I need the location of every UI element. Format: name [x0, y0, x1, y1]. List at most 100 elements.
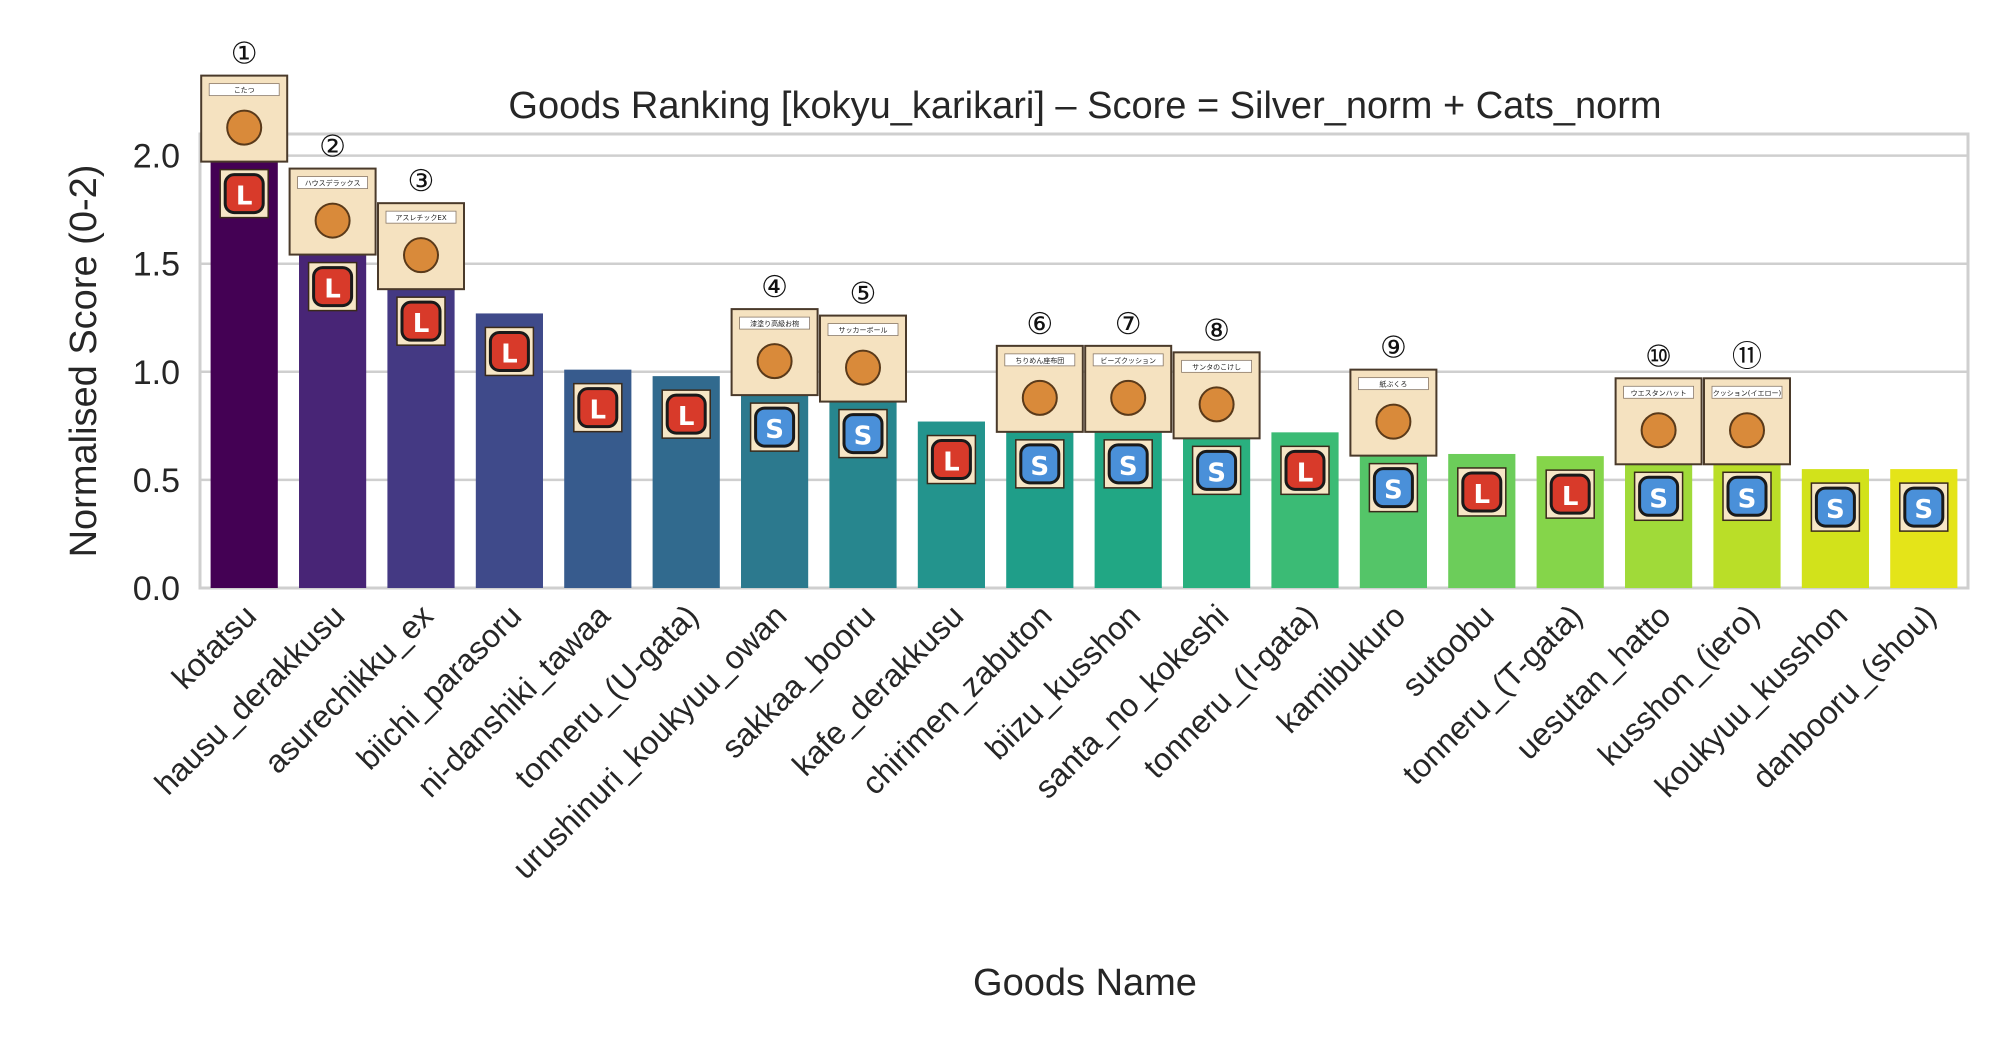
y-tick-label: 0.5	[133, 462, 180, 500]
badge-letter: L	[1562, 482, 1579, 512]
size-badge: L	[307, 261, 358, 312]
goods-card: サンタのこけし	[1172, 351, 1261, 440]
badge-letter: S	[1914, 495, 1933, 525]
goods-item-icon	[314, 202, 351, 239]
badge-letter: L	[590, 396, 607, 426]
badge-tile	[842, 413, 884, 455]
y-tick-label: 1.0	[133, 354, 180, 392]
badge-tile	[1726, 475, 1768, 517]
y-tick-label: 2.0	[133, 138, 180, 176]
card-label: 紙ぶくろ	[1379, 380, 1407, 389]
card-label: ウエスタンハット	[1631, 388, 1687, 397]
badge-tile	[1903, 486, 1945, 528]
rank-label: ③	[408, 164, 435, 199]
badge-letter: L	[943, 448, 960, 478]
y-axis: 0.0 0.5 1.0 1.5 2.0	[133, 138, 180, 608]
badge-letter: S	[765, 415, 784, 445]
goods-item-icon	[1110, 379, 1147, 416]
badge-tile	[930, 439, 972, 481]
badge-letter: L	[501, 339, 518, 369]
badge-tile	[223, 173, 265, 215]
y-tick-label: 0.0	[133, 570, 180, 608]
goods-card: 紙ぶくろ	[1349, 368, 1438, 457]
card-label-box	[1358, 377, 1429, 391]
goods-card: アスレチックEX	[377, 202, 465, 291]
badge-letter: S	[1738, 484, 1757, 514]
card-label-box	[208, 83, 280, 97]
goods-item-icon	[1198, 386, 1235, 423]
rank-label: ④	[761, 270, 788, 305]
goods-card: クッション(イエロー)	[1703, 377, 1791, 466]
size-badge: L	[1457, 467, 1507, 517]
chart-title: Goods Ranking [kokyu_karikari] – Score =…	[508, 85, 1661, 127]
badge-letter: L	[678, 402, 695, 432]
x-tick-label: kusshon_(iero)	[1591, 597, 1766, 772]
x-tick-label: sakkaa_booru	[714, 597, 882, 765]
x-tick-label: biizu_kusshon	[978, 597, 1147, 766]
card-label: ハウスデラックス	[305, 179, 361, 188]
badge-letter: L	[324, 275, 341, 305]
rank-label: ⑪	[1732, 339, 1762, 374]
card-label: ビーズクッション	[1100, 356, 1156, 365]
card-label-box	[1004, 353, 1076, 367]
size-badge: L	[1545, 469, 1595, 519]
goods-item-icon	[1729, 412, 1765, 449]
badge-tile	[400, 300, 442, 342]
badge-tile	[1814, 486, 1856, 528]
badge-tile	[488, 330, 530, 372]
size-badge: S	[1633, 471, 1684, 522]
card-label: サッカーボール	[839, 327, 888, 335]
card-label: アスレチックEX	[395, 214, 446, 222]
card-label-box	[827, 323, 899, 336]
size-badge: L	[661, 389, 711, 439]
badge-tile	[754, 406, 796, 448]
card-label-box	[1623, 385, 1694, 399]
bars: L こたつ ① L ハウスデラックス ② L アスレチックEX ③ L L L S 漆塗り高級お椀 ④ S サッ…	[200, 37, 1958, 589]
card-label-box	[1181, 359, 1252, 373]
rank-label: ⑩	[1645, 339, 1672, 374]
goods-item-icon	[403, 237, 439, 274]
y-tick-label: 1.5	[133, 246, 180, 284]
bar	[210, 155, 278, 588]
size-badge: L	[484, 326, 535, 377]
card-label: ちりめん座布団	[1015, 356, 1064, 365]
badge-letter: L	[413, 309, 430, 339]
plot-area	[198, 132, 1970, 590]
size-badge: S	[1015, 439, 1065, 489]
badge-tile	[1196, 449, 1238, 491]
badge-letter: L	[236, 182, 253, 212]
rank-label: ⑥	[1026, 307, 1053, 342]
goods-item-icon	[1375, 403, 1412, 440]
size-badge: L	[926, 434, 977, 485]
badge-letter: S	[854, 422, 873, 452]
badge-tile	[1549, 473, 1591, 515]
badge-tile	[1019, 443, 1061, 485]
size-badge: L	[573, 382, 623, 433]
card-label-box	[385, 210, 457, 224]
size-badge: S	[1191, 445, 1242, 496]
card-label-box	[1711, 385, 1783, 399]
size-badge: S	[1810, 482, 1861, 532]
size-badge: S	[1722, 471, 1772, 522]
goods-item-icon	[226, 109, 263, 146]
goods-item-icon	[1640, 412, 1677, 449]
goods-card: 漆塗り高級お椀	[730, 308, 819, 397]
badge-tile	[1638, 475, 1680, 517]
badge-letter: S	[1207, 458, 1226, 488]
badge-letter: S	[1826, 495, 1845, 525]
goods-item-icon	[756, 343, 793, 380]
size-badge: S	[1899, 482, 1949, 532]
card-label: クッション(イエロー)	[1713, 389, 1782, 397]
rank-label: ⑤	[850, 277, 877, 312]
badge-tile	[1461, 471, 1503, 513]
x-tick-label: uesutan_hatto	[1509, 597, 1678, 766]
goods-card: サッカーボール	[819, 314, 907, 403]
badge-letter: S	[1119, 452, 1138, 482]
rank-label: ①	[231, 37, 258, 72]
badge-letter: S	[1030, 452, 1049, 482]
badge-tile	[577, 387, 619, 429]
badge-letter: S	[1649, 484, 1668, 514]
badge-letter: L	[1297, 458, 1314, 488]
goods-card: ビーズクッション	[1084, 344, 1173, 433]
size-badge: L	[396, 296, 446, 346]
